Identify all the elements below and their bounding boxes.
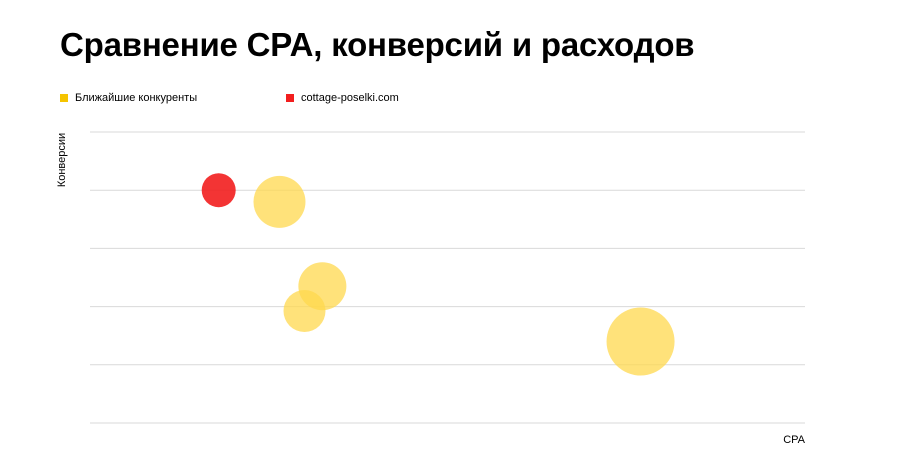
legend-swatch-cottage (286, 94, 294, 102)
legend-label-cottage: cottage-poselki.com (301, 92, 399, 104)
legend-item-cottage: cottage-poselki.com (286, 92, 399, 104)
legend-label-competitors: Ближайшие конкуренты (75, 92, 198, 104)
x-axis-label: CPA (783, 434, 805, 446)
gridlines (90, 131, 805, 424)
bubble-competitor-2 (283, 289, 326, 332)
bubble-competitor-0 (253, 175, 306, 228)
chart-title: Сравнение CPA, конверсий и расходов (60, 26, 695, 63)
legend-item-competitors: Ближайшие конкуренты (60, 92, 197, 104)
legend-swatch-competitors (60, 94, 68, 102)
bubble-competitor-3 (606, 307, 675, 376)
bubble-cottage-0 (201, 173, 236, 208)
bubbles (201, 173, 675, 376)
